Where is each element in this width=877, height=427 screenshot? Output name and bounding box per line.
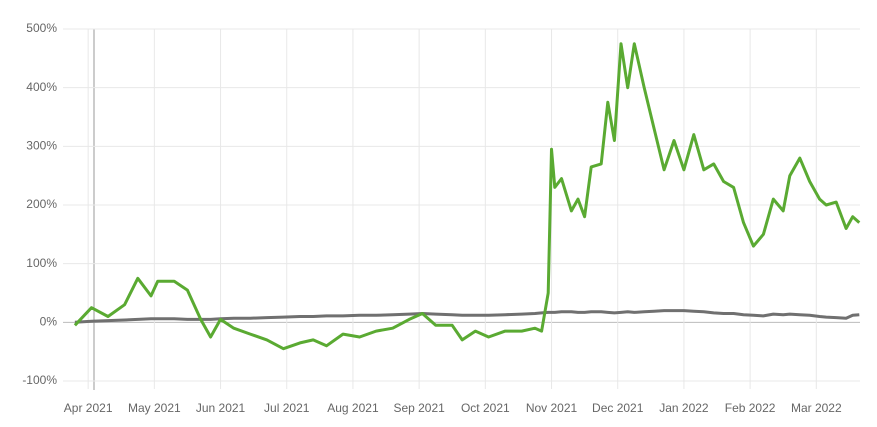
y-tick-label: 100% [26, 256, 57, 270]
y-tick-label: 200% [26, 197, 57, 211]
y-tick-label: 300% [26, 139, 57, 153]
x-tick-label: Mar 2022 [791, 401, 842, 415]
x-tick-label: May 2021 [128, 401, 181, 415]
x-tick-label: Jun 2021 [196, 401, 246, 415]
y-tick-label: 400% [26, 80, 57, 94]
x-tick-label: Nov 2021 [526, 401, 578, 415]
y-tick-label: 500% [26, 21, 57, 35]
x-tick-label: Jan 2022 [659, 401, 709, 415]
x-tick-label: Sep 2021 [393, 401, 445, 415]
x-tick-label: Dec 2021 [592, 401, 644, 415]
x-tick-label: Oct 2021 [461, 401, 510, 415]
x-tick-label: Jul 2021 [264, 401, 310, 415]
series-line [73, 42, 861, 351]
x-tick-label: Aug 2021 [327, 401, 379, 415]
series-line [74, 309, 860, 324]
x-tick-label: Feb 2022 [725, 401, 776, 415]
y-tick-label: 0% [40, 315, 58, 329]
x-tick-label: Apr 2021 [64, 401, 113, 415]
y-tick-label: -100% [22, 373, 57, 387]
